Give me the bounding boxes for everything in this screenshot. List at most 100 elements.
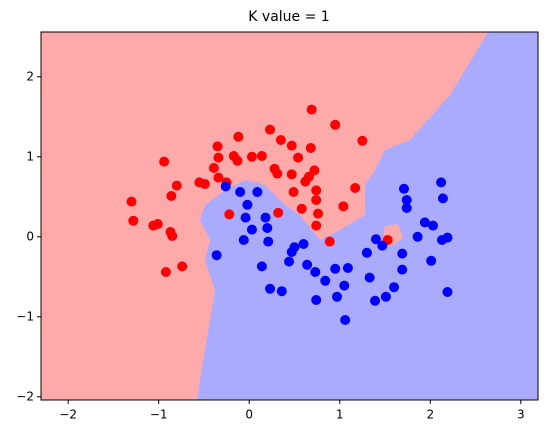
y-tick-label: 0 <box>26 229 34 243</box>
point <box>256 261 267 272</box>
point <box>298 239 309 249</box>
point <box>212 141 223 152</box>
point <box>320 275 331 286</box>
point <box>260 212 271 223</box>
point <box>311 295 322 305</box>
point <box>238 235 249 245</box>
point <box>232 155 243 166</box>
point <box>412 231 423 242</box>
point <box>286 169 297 180</box>
point <box>332 291 343 302</box>
point <box>126 196 137 207</box>
point <box>427 220 438 231</box>
point <box>330 263 341 274</box>
point <box>220 181 231 192</box>
point <box>313 208 324 219</box>
point <box>177 261 188 272</box>
x-tick-label: −1 <box>150 408 168 422</box>
point <box>224 209 235 220</box>
point <box>397 248 408 259</box>
point <box>442 287 453 297</box>
point <box>361 247 372 258</box>
point <box>339 280 350 291</box>
point <box>288 187 299 197</box>
chart-title: K value = 1 <box>248 9 329 25</box>
point <box>437 193 448 204</box>
point <box>311 185 322 196</box>
point <box>310 267 321 277</box>
point <box>208 163 219 173</box>
point <box>340 315 351 325</box>
point <box>213 172 224 183</box>
point <box>211 250 222 261</box>
point <box>306 104 317 115</box>
point <box>262 223 273 233</box>
point <box>401 195 412 205</box>
point <box>305 143 316 153</box>
point <box>302 259 313 270</box>
point <box>286 140 297 151</box>
plot-frame <box>40 31 539 401</box>
point <box>199 179 210 189</box>
point <box>399 183 410 194</box>
y-tick-label: 2 <box>26 69 34 83</box>
point <box>235 187 246 197</box>
point <box>272 168 283 179</box>
point <box>338 201 349 212</box>
point <box>265 283 276 294</box>
point <box>233 131 244 142</box>
point <box>324 236 335 247</box>
point <box>370 295 381 306</box>
point <box>166 191 177 201</box>
point <box>284 256 295 267</box>
point <box>276 286 287 297</box>
x-tick-label: 1 <box>336 408 344 422</box>
x-tick-label: −2 <box>59 408 77 422</box>
point <box>303 171 314 182</box>
point <box>289 242 300 253</box>
point <box>296 203 307 214</box>
point <box>357 135 368 146</box>
point <box>342 263 353 273</box>
x-tick-label: 2 <box>426 408 434 422</box>
point <box>167 231 178 241</box>
point <box>256 151 267 161</box>
point <box>252 187 263 197</box>
point <box>330 119 341 130</box>
point <box>240 212 251 223</box>
point <box>275 135 286 145</box>
point <box>265 124 276 135</box>
point <box>364 272 375 283</box>
y-tick-label: −1 <box>16 309 34 323</box>
point <box>350 183 361 193</box>
point <box>401 203 412 213</box>
point <box>160 267 171 277</box>
point <box>370 234 381 245</box>
point <box>246 151 257 162</box>
x-tick-label: 0 <box>245 408 253 422</box>
y-tick-label: −2 <box>16 389 34 403</box>
point <box>426 255 437 266</box>
point <box>380 291 391 302</box>
point <box>263 236 274 247</box>
point <box>152 219 163 229</box>
point <box>442 232 453 243</box>
point <box>436 177 447 188</box>
point <box>293 152 304 163</box>
y-tick-label: 1 <box>26 149 34 163</box>
point <box>311 220 322 231</box>
point <box>246 224 257 235</box>
point <box>159 156 170 167</box>
point <box>377 240 388 251</box>
point <box>242 199 253 210</box>
red-region <box>41 32 488 400</box>
point <box>419 217 430 228</box>
x-tick-label: 3 <box>517 408 525 422</box>
point <box>273 207 284 218</box>
point <box>128 215 139 226</box>
point <box>397 264 408 275</box>
point <box>171 180 182 191</box>
point <box>311 195 322 205</box>
point <box>389 282 400 293</box>
